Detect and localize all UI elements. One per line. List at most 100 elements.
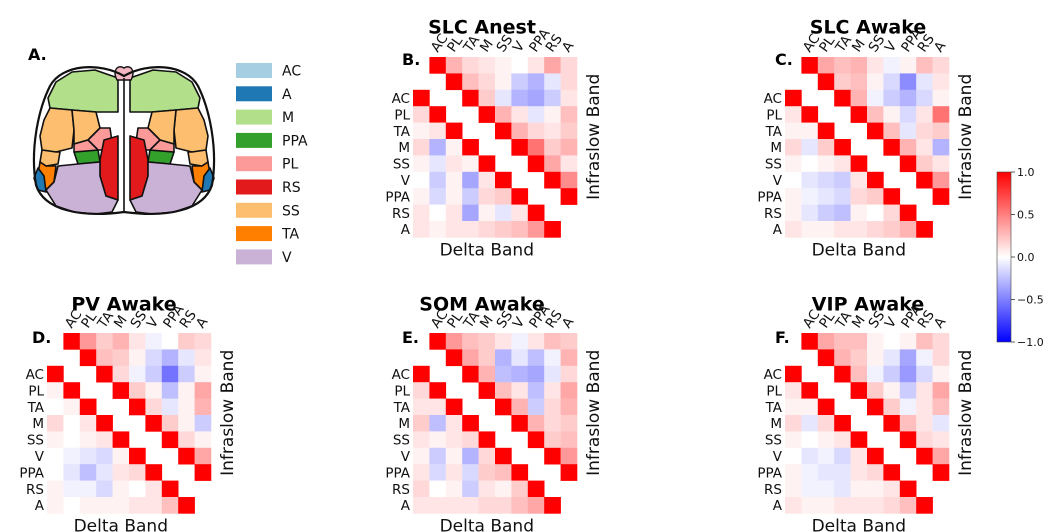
cell-upper-pl-m <box>850 73 868 91</box>
heatmap-title: PV Awake <box>71 294 176 316</box>
cell-upper-pl-pl <box>445 73 463 91</box>
cell-lower-rs-ac <box>413 204 430 222</box>
cell-upper-ac-a <box>560 333 578 350</box>
cell-upper-pl-ppa <box>899 73 917 91</box>
cell-upper-ta-rs <box>916 89 933 107</box>
row-tick-rs: RS <box>764 206 782 222</box>
brain-map <box>32 66 216 215</box>
row-tick-ta: TA <box>393 400 411 416</box>
cell-lower-v-v <box>495 171 512 189</box>
cell-lower-ppa-ta <box>445 464 463 481</box>
y-axis-label: Infraslow Band <box>218 350 238 476</box>
cell-lower-rs-ppa <box>883 480 901 498</box>
row-tick-a: A <box>773 498 783 514</box>
cell-upper-ac-ac <box>801 333 819 350</box>
cell-upper-ppa-a <box>560 155 578 173</box>
cell-upper-v-ppa <box>527 415 545 432</box>
x-axis-label: Delta Band <box>812 240 906 260</box>
cell-upper-a-a <box>560 464 578 481</box>
y-axis-label: Infraslow Band <box>584 74 604 200</box>
cell-upper-m-rs <box>916 106 933 123</box>
row-tick-ac: AC <box>392 91 410 107</box>
heatmap-title: SLC Awake <box>810 17 926 39</box>
cell-lower-v-m <box>834 171 851 189</box>
legend-swatch-ss <box>236 202 272 218</box>
cell-lower-ss-m <box>462 431 479 449</box>
cell-lower-rs-ppa <box>145 480 163 498</box>
cell-upper-ss-rs <box>178 398 195 416</box>
cell-upper-pl-ppa <box>161 349 179 367</box>
region-legend: AC AM PPA PL RS SS TA V <box>236 63 308 266</box>
cell-lower-rs-ss <box>478 480 496 498</box>
cell-lower-a-v <box>495 497 512 514</box>
cell-upper-ac-v <box>883 333 901 350</box>
row-tick-ppa: PPA <box>757 189 782 205</box>
cell-upper-pl-ppa <box>527 73 545 91</box>
cell-lower-a-m <box>834 221 851 238</box>
cell-upper-ta-v <box>883 89 901 107</box>
cell-lower-m-m <box>462 415 479 432</box>
legend-label-m: M <box>282 110 294 126</box>
row-tick-ss: SS <box>765 433 782 449</box>
cell-lower-m-ac <box>785 139 802 156</box>
panel-a: A. AC AM PPA PL RS SS TA V <box>28 45 308 266</box>
cell-upper-ss-rs <box>916 122 933 140</box>
cell-lower-m-m <box>834 415 851 432</box>
cell-upper-ppa-rs <box>544 155 561 173</box>
cell-lower-ss-pl <box>63 431 81 449</box>
cell-upper-pl-ta <box>834 349 851 367</box>
cell-upper-ppa-rs <box>916 431 933 449</box>
cell-lower-a-m <box>462 221 479 238</box>
cell-upper-v-a <box>560 415 578 432</box>
panel-label: C. <box>775 50 793 69</box>
cell-upper-ss-ppa <box>161 398 179 416</box>
x-axis-label: Delta Band <box>812 516 906 532</box>
cell-upper-v-a <box>932 139 950 156</box>
cell-lower-ss-ac <box>413 431 430 449</box>
cell-upper-ta-m <box>478 365 496 383</box>
cell-lower-ss-pl <box>801 431 819 449</box>
cell-lower-ss-ss <box>850 431 868 449</box>
cell-upper-pl-pl <box>79 349 97 367</box>
cell-lower-ac-ac <box>785 89 802 107</box>
cell-lower-ss-pl <box>801 155 819 173</box>
cell-lower-rs-rs <box>161 480 179 498</box>
cell-lower-v-m <box>96 447 113 465</box>
row-tick-v: V <box>401 173 411 189</box>
cell-lower-v-ac <box>413 171 430 189</box>
legend-swatch-m <box>236 109 272 125</box>
cell-upper-pl-a <box>194 349 212 367</box>
cell-upper-ac-ta <box>834 333 851 350</box>
row-tick-m: M <box>398 416 410 432</box>
cell-upper-ac-ppa <box>527 57 545 74</box>
cell-upper-pl-ss <box>495 73 512 91</box>
cell-upper-ppa-rs <box>178 431 195 449</box>
cell-lower-v-pl <box>429 447 447 465</box>
heatmap-slc-anest: SLC AnestB.ACPLTAMSSVPPARSAACPLTAMSSVPPA… <box>385 17 604 261</box>
cell-upper-a-a <box>932 188 950 205</box>
cell-lower-m-ta <box>817 139 835 156</box>
cell-upper-ta-ppa <box>527 365 545 383</box>
panel-label: F. <box>775 328 790 347</box>
cell-upper-ac-ppa <box>899 57 917 74</box>
cell-lower-a-ta <box>445 221 463 238</box>
cell-upper-pl-rs <box>916 349 933 367</box>
cell-upper-rs-rs <box>916 171 933 189</box>
cell-lower-rs-ss <box>850 204 868 222</box>
cell-lower-ppa-ss <box>850 188 868 205</box>
cell-upper-ac-ss <box>495 333 512 350</box>
cell-upper-ppa-a <box>194 431 212 449</box>
x-axis-label: Delta Band <box>440 240 534 260</box>
cell-upper-m-m <box>112 382 130 399</box>
cell-upper-pl-ppa <box>899 349 917 367</box>
cell-upper-ta-m <box>850 89 868 107</box>
cell-upper-ta-v <box>145 365 163 383</box>
row-tick-m: M <box>398 140 410 156</box>
heatmap-vip-awake: VIP AwakeF.ACPLTAMSSVPPARSAACPLTAMSSVPPA… <box>757 294 976 532</box>
cell-upper-ta-v <box>511 89 529 107</box>
cell-upper-ss-ppa <box>527 122 545 140</box>
cell-lower-v-ta <box>79 447 97 465</box>
row-tick-ta: TA <box>765 400 783 416</box>
legend-swatch-a <box>236 86 272 102</box>
